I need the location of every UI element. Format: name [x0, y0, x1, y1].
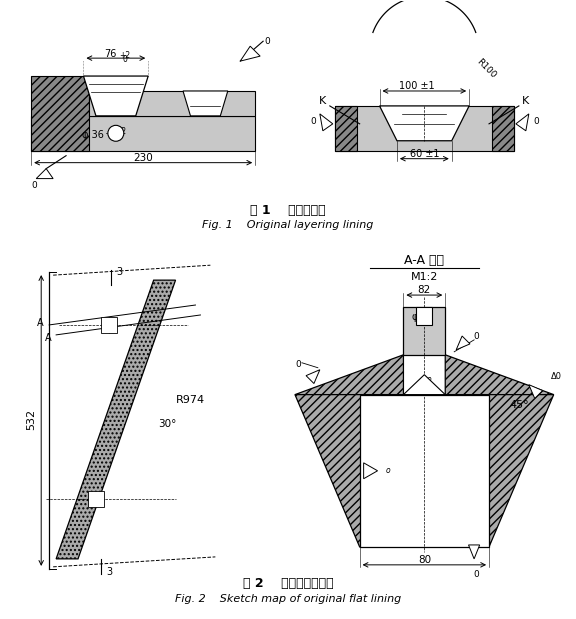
Text: +2: +2: [119, 51, 130, 59]
Text: 0: 0: [31, 181, 37, 190]
Text: 82: 82: [418, 285, 431, 295]
Text: Fig. 1    Original layering lining: Fig. 1 Original layering lining: [202, 220, 374, 230]
Text: 0: 0: [310, 118, 316, 126]
Bar: [335, 106, 514, 150]
Text: A: A: [36, 318, 43, 328]
Polygon shape: [456, 336, 470, 350]
Text: o: o: [385, 466, 390, 475]
Polygon shape: [84, 76, 148, 116]
Bar: [89, 91, 255, 116]
Text: 0: 0: [295, 360, 301, 370]
Circle shape: [108, 125, 124, 141]
Text: 60 ±1: 60 ±1: [410, 149, 439, 158]
Text: R974: R974: [176, 394, 204, 405]
Polygon shape: [36, 168, 53, 179]
Bar: [31, 76, 89, 150]
Polygon shape: [445, 355, 554, 395]
Text: 3: 3: [106, 567, 112, 577]
Polygon shape: [380, 106, 469, 141]
Polygon shape: [183, 91, 228, 116]
Text: K: K: [522, 96, 529, 106]
Bar: [403, 307, 445, 355]
Polygon shape: [240, 46, 260, 61]
Text: R100: R100: [475, 56, 498, 80]
Text: 图 1    原压条衬板: 图 1 原压条衬板: [250, 204, 326, 217]
Text: 0: 0: [115, 132, 120, 141]
Text: 0: 0: [473, 570, 479, 579]
Polygon shape: [516, 114, 529, 131]
Polygon shape: [359, 395, 489, 547]
Text: 76: 76: [105, 49, 117, 59]
Text: 图 2    原平衬板示意图: 图 2 原平衬板示意图: [242, 578, 334, 591]
Text: o: o: [427, 375, 431, 384]
Polygon shape: [56, 280, 176, 559]
Bar: [416, 307, 433, 325]
Bar: [31, 116, 255, 150]
Polygon shape: [363, 463, 377, 478]
Polygon shape: [295, 355, 403, 395]
Text: A-A 旋転: A-A 旋転: [404, 254, 444, 267]
Text: 532: 532: [26, 409, 36, 430]
Polygon shape: [320, 114, 333, 131]
Text: 100 ±1: 100 ±1: [399, 81, 434, 91]
Polygon shape: [403, 374, 445, 395]
Text: 3: 3: [116, 267, 122, 277]
Text: A: A: [44, 333, 51, 343]
Polygon shape: [295, 395, 554, 547]
Text: +2: +2: [115, 127, 126, 136]
Text: 0: 0: [533, 118, 539, 126]
Polygon shape: [529, 384, 543, 399]
Text: Δ0: Δ0: [551, 372, 562, 381]
Text: φ 36: φ 36: [82, 130, 104, 141]
Text: 230: 230: [133, 153, 153, 163]
Text: 0: 0: [122, 54, 127, 64]
Text: φ40: φ40: [412, 312, 431, 322]
Text: 30°: 30°: [158, 420, 177, 430]
Text: 80: 80: [418, 555, 431, 565]
Polygon shape: [306, 370, 320, 384]
Bar: [335, 106, 357, 150]
Text: 0: 0: [264, 37, 270, 46]
Text: 0: 0: [473, 332, 479, 341]
Bar: [492, 106, 514, 150]
Text: Fig. 2    Sketch map of original flat lining: Fig. 2 Sketch map of original flat linin…: [175, 594, 401, 604]
Text: M1:2: M1:2: [411, 272, 438, 282]
Text: 45°: 45°: [509, 400, 529, 410]
Text: K: K: [319, 96, 327, 106]
Bar: [88, 491, 104, 507]
Polygon shape: [468, 545, 480, 559]
Bar: [101, 317, 117, 333]
